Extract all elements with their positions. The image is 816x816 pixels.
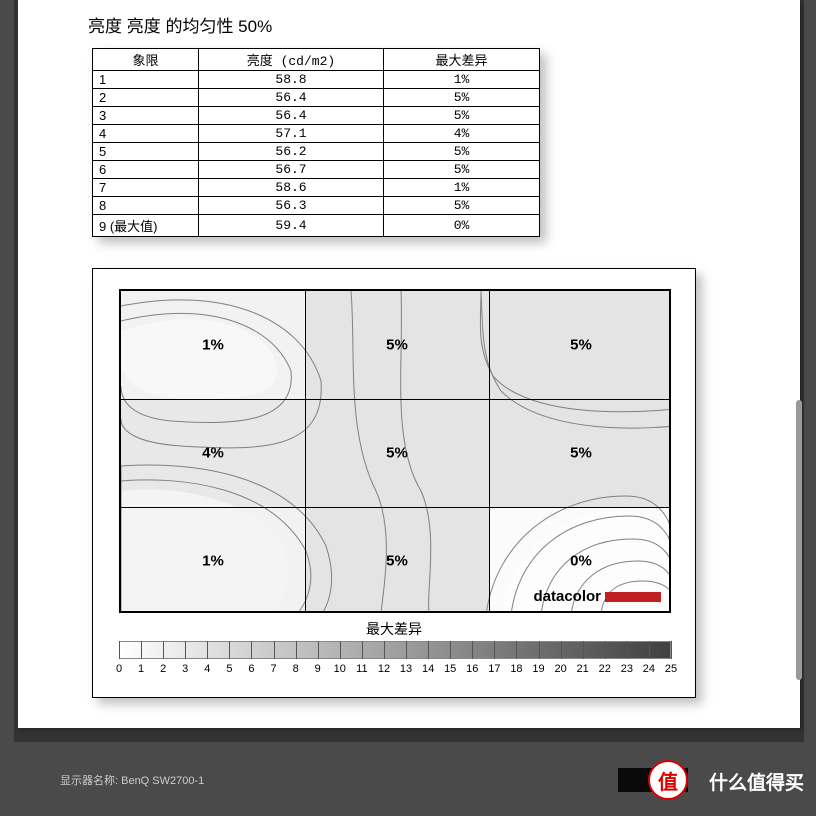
table-cell: 5% bbox=[384, 107, 540, 125]
table-cell: 58.8 bbox=[199, 71, 384, 89]
legend-tick-label: 9 bbox=[315, 663, 321, 675]
legend-tick-label: 16 bbox=[466, 663, 478, 675]
legend-tick-label: 6 bbox=[248, 663, 254, 675]
table-cell: 5% bbox=[384, 143, 540, 161]
table-cell: 5% bbox=[384, 197, 540, 215]
table-row: 256.45% bbox=[93, 89, 540, 107]
legend-tick-label: 0 bbox=[116, 663, 122, 675]
table-cell: 56.3 bbox=[199, 197, 384, 215]
report-frame: 亮度 亮度 的均匀性 50% 象限 亮度 (cd/m2) 最大差异 158.81… bbox=[14, 0, 804, 742]
table-row: 656.75% bbox=[93, 161, 540, 179]
table-row: 758.61% bbox=[93, 179, 540, 197]
table-cell: 5% bbox=[384, 89, 540, 107]
grid-cell-label: 1% bbox=[202, 553, 224, 570]
legend-tick-label: 23 bbox=[621, 663, 633, 675]
legend-bar: 0123456789101112131415161718192021222324… bbox=[119, 641, 671, 679]
legend-tick-label: 1 bbox=[138, 663, 144, 675]
legend-tick-label: 5 bbox=[226, 663, 232, 675]
grid-cell-label: 5% bbox=[386, 553, 408, 570]
datacolor-logo: datacolor bbox=[533, 588, 661, 605]
table-cell: 56.2 bbox=[199, 143, 384, 161]
table-cell: 56.4 bbox=[199, 89, 384, 107]
table-row: 158.81% bbox=[93, 71, 540, 89]
legend-tick-label: 17 bbox=[488, 663, 500, 675]
legend-tick-label: 15 bbox=[444, 663, 456, 675]
table-cell: 4% bbox=[384, 125, 540, 143]
table-cell: 0% bbox=[384, 215, 540, 237]
legend-tick-label: 20 bbox=[554, 663, 566, 675]
watermark-text: 什么值得买 bbox=[709, 768, 804, 795]
monitor-name-label: 显示器名称: BenQ SW2700-1 bbox=[60, 772, 204, 788]
table-cell: 6 bbox=[93, 161, 199, 179]
legend-tick-label: 14 bbox=[422, 663, 434, 675]
grid-cell-label: 5% bbox=[386, 445, 408, 462]
logo-text: datacolor bbox=[533, 588, 601, 605]
scrollbar[interactable] bbox=[796, 0, 802, 738]
table-cell: 8 bbox=[93, 197, 199, 215]
table-cell: 58.6 bbox=[199, 179, 384, 197]
legend-title: 最大差异 bbox=[93, 619, 695, 639]
legend-tick-label: 10 bbox=[334, 663, 346, 675]
legend-tick-label: 2 bbox=[160, 663, 166, 675]
legend-tick-label: 25 bbox=[665, 663, 677, 675]
table-row: 356.45% bbox=[93, 107, 540, 125]
legend-tick-label: 18 bbox=[510, 663, 522, 675]
table-cell: 1% bbox=[384, 71, 540, 89]
contour-plot: 1% 5% 5% 4% 5% 5% 1% 5% 0% datacolor bbox=[119, 289, 671, 613]
th-maxdiff: 最大差异 bbox=[384, 49, 540, 71]
table-cell: 56.7 bbox=[199, 161, 384, 179]
legend-tick-label: 4 bbox=[204, 663, 210, 675]
table-cell: 4 bbox=[93, 125, 199, 143]
table-cell: 2 bbox=[93, 89, 199, 107]
table-cell: 5 bbox=[93, 143, 199, 161]
legend-tick-label: 7 bbox=[270, 663, 276, 675]
table-row: 556.25% bbox=[93, 143, 540, 161]
table-cell: 5% bbox=[384, 161, 540, 179]
table-cell: 57.1 bbox=[199, 125, 384, 143]
table-header-row: 象限 亮度 (cd/m2) 最大差异 bbox=[93, 49, 540, 71]
table-cell: 56.4 bbox=[199, 107, 384, 125]
table-row: 856.35% bbox=[93, 197, 540, 215]
table-cell: 1 bbox=[93, 71, 199, 89]
table-cell: 59.4 bbox=[199, 215, 384, 237]
th-quadrant: 象限 bbox=[93, 49, 199, 71]
grid-cell-label: 5% bbox=[570, 445, 592, 462]
table-cell: 7 bbox=[93, 179, 199, 197]
table-cell: 9 (最大值) bbox=[93, 215, 199, 237]
watermark-badge: 值 bbox=[648, 760, 688, 800]
legend-tick-label: 13 bbox=[400, 663, 412, 675]
legend-tick-label: 3 bbox=[182, 663, 188, 675]
grid-cell-label: 5% bbox=[386, 337, 408, 354]
grid-cell-label: 5% bbox=[570, 337, 592, 354]
grid-cell-label: 1% bbox=[202, 337, 224, 354]
grid-cell-label: 0% bbox=[570, 553, 592, 570]
table-cell: 3 bbox=[93, 107, 199, 125]
table-row: 457.14% bbox=[93, 125, 540, 143]
legend-tick-label: 19 bbox=[532, 663, 544, 675]
uniformity-chart: 1%5%5%4%5%5%1%5%0% datacolor 最大差异 012345… bbox=[92, 268, 696, 698]
th-luminance: 亮度 (cd/m2) bbox=[199, 49, 384, 71]
legend-tick-label: 22 bbox=[599, 663, 611, 675]
legend-tick-label: 11 bbox=[356, 663, 367, 675]
legend-tick-label: 12 bbox=[378, 663, 390, 675]
legend-tick-label: 24 bbox=[643, 663, 655, 675]
legend-tick-label: 8 bbox=[293, 663, 299, 675]
logo-bar bbox=[605, 592, 661, 602]
page-title: 亮度 亮度 的均匀性 50% bbox=[88, 12, 272, 37]
report-page: 亮度 亮度 的均匀性 50% 象限 亮度 (cd/m2) 最大差异 158.81… bbox=[18, 0, 800, 728]
scrollbar-thumb[interactable] bbox=[796, 400, 802, 680]
luminance-table: 象限 亮度 (cd/m2) 最大差异 158.81%256.45%356.45%… bbox=[92, 48, 540, 237]
legend-gradient bbox=[119, 641, 671, 659]
table-cell: 1% bbox=[384, 179, 540, 197]
legend-tick-label: 21 bbox=[577, 663, 589, 675]
table-row: 9 (最大值)59.40% bbox=[93, 215, 540, 237]
grid-cell-label: 4% bbox=[202, 445, 224, 462]
